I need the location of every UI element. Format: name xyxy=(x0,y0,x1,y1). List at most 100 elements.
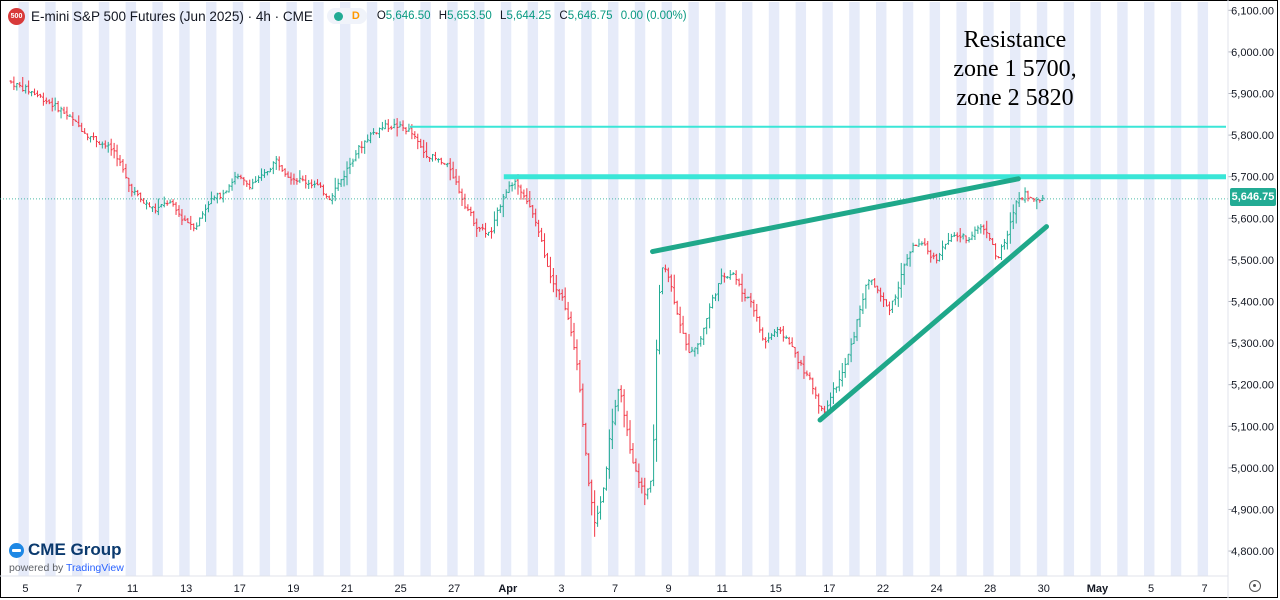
x-tick-label: 5 xyxy=(1148,583,1154,595)
session-band xyxy=(474,2,485,576)
annotation-line: zone 2 5820 xyxy=(956,85,1074,111)
session-band xyxy=(340,2,351,576)
annotation-line: Resistance xyxy=(963,27,1067,53)
powered-by: powered by TradingView xyxy=(9,562,124,574)
session-band xyxy=(152,2,163,576)
annotation-line: zone 1 5700, xyxy=(953,56,1077,82)
session-band xyxy=(179,2,190,576)
candlesticks xyxy=(9,76,1045,537)
session-band xyxy=(661,2,673,576)
trendline xyxy=(650,176,1021,255)
time-axis: 5 7 11 13 17 19 21 25 27 Apr 3 7 9 11 15 17 22 24 28 30 May 5… xyxy=(0,575,1228,595)
x-tick-label: 27 xyxy=(448,583,460,595)
x-tick-label: 25 xyxy=(394,583,406,595)
x-tick-label: 9 xyxy=(666,583,672,595)
market-status-icon xyxy=(333,11,343,21)
y-tick-label: 5,500.00 xyxy=(1231,255,1274,267)
session-band xyxy=(1063,2,1075,576)
low-value: 5,644.25 xyxy=(506,10,552,22)
powered-name: TradingView xyxy=(66,562,124,574)
y-tick-label: 5,900.00 xyxy=(1231,89,1274,101)
close-key: C xyxy=(559,10,568,22)
y-tick-label: 5,200.00 xyxy=(1231,380,1274,392)
session-band xyxy=(688,2,699,576)
session-band xyxy=(1144,2,1155,576)
session-band xyxy=(581,2,592,576)
session-band xyxy=(1010,2,1021,576)
brand-name: CME Group xyxy=(9,540,124,560)
session-band xyxy=(742,2,753,576)
session-band xyxy=(1170,2,1182,576)
session-band xyxy=(259,2,271,576)
session-band xyxy=(929,2,941,576)
globe-icon xyxy=(9,542,24,558)
session-band xyxy=(822,2,833,576)
session-band xyxy=(527,2,539,576)
session-band xyxy=(206,2,217,576)
open-key: O xyxy=(376,10,386,22)
ohlc-values: O5,646.50 H5,653.50 L5,644.25 C5,646.75 … xyxy=(377,10,692,22)
open-value: 5,646.50 xyxy=(385,10,431,22)
x-tick-label: 7 xyxy=(1202,583,1208,595)
x-tick-label: May xyxy=(1087,583,1109,595)
session-band xyxy=(1117,2,1128,576)
x-tick-label: Apr xyxy=(498,583,518,595)
trendline xyxy=(817,224,1049,423)
session-band xyxy=(420,2,431,576)
session-band xyxy=(768,2,780,576)
session-band xyxy=(500,2,512,576)
x-tick-label: 17 xyxy=(823,583,835,595)
y-tick-label: 4,800.00 xyxy=(1231,546,1274,558)
high-key: H xyxy=(438,10,448,22)
settings-icon[interactable] xyxy=(1249,580,1261,592)
symbol-logo-icon[interactable]: 500 xyxy=(8,7,25,25)
session-band xyxy=(45,2,56,576)
session-band xyxy=(366,2,378,576)
x-tick-label: 13 xyxy=(180,583,192,595)
session-band xyxy=(98,2,110,576)
x-tick-label: 11 xyxy=(127,583,138,595)
delayed-badge: D xyxy=(351,10,360,22)
session-band xyxy=(634,2,646,576)
drawn-lines xyxy=(0,125,1228,423)
y-tick-label: 5,700.00 xyxy=(1231,172,1274,184)
chart-header: 500 E-mini S&P 500 Futures (Jun 2025) · … xyxy=(8,6,692,26)
x-tick-label: 28 xyxy=(984,583,996,595)
change-value: 0.00 (0.00%) xyxy=(620,10,687,22)
session-band xyxy=(1090,2,1101,576)
x-tick-label: 30 xyxy=(1038,583,1050,595)
y-tick-label: 6,000.00 xyxy=(1231,47,1274,59)
symbol-title[interactable]: E-mini S&P 500 Futures (Jun 2025) · 4h ·… xyxy=(31,8,313,24)
session-band xyxy=(232,2,244,576)
y-tick-label: 6,100.00 xyxy=(1231,5,1274,17)
session-band xyxy=(313,2,324,576)
session-band xyxy=(956,2,967,576)
session-band xyxy=(876,2,887,576)
status-pill[interactable]: D xyxy=(326,8,367,24)
session-band xyxy=(795,2,807,576)
low-key: L xyxy=(500,10,507,22)
x-tick-label: 22 xyxy=(877,583,889,595)
brand-name-text: CME Group xyxy=(28,540,122,559)
x-tick-label: 3 xyxy=(558,583,564,595)
x-tick-label: 21 xyxy=(341,583,353,595)
session-band xyxy=(983,2,994,576)
session-band xyxy=(608,2,619,576)
session-band xyxy=(18,2,29,576)
price-axis: 4,800.00 4,900.00 5,000.00 5,100.00 5,200.00… xyxy=(1227,0,1274,598)
x-tick-label: 11 xyxy=(716,583,727,595)
session-bands xyxy=(18,2,1209,576)
y-tick-label: 5,600.00 xyxy=(1231,213,1274,225)
close-value: 5,646.75 xyxy=(567,10,613,22)
x-tick-label: 15 xyxy=(770,583,782,595)
session-band xyxy=(902,2,914,576)
y-tick-label: 5,000.00 xyxy=(1231,463,1274,475)
brand-logo[interactable]: CME Group powered by TradingView xyxy=(9,540,124,574)
resistance-annotation: Resistance zone 1 5700, zone 2 5820 xyxy=(920,26,1110,113)
powered-prefix: powered by xyxy=(9,562,64,574)
session-band xyxy=(72,2,83,576)
session-band xyxy=(286,2,297,576)
x-tick-label: 7 xyxy=(612,583,618,595)
